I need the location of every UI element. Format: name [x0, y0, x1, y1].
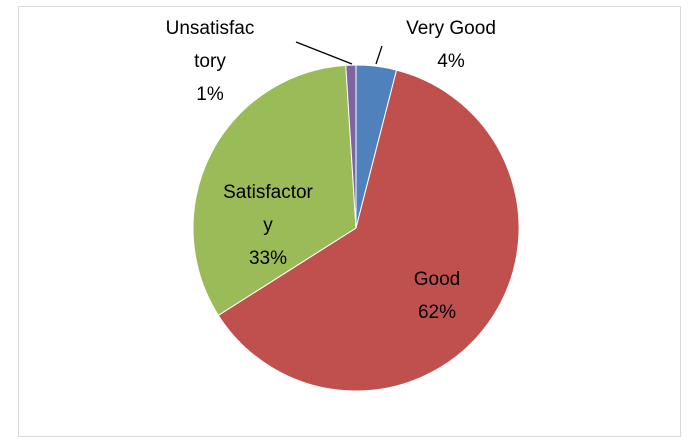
leader-line — [375, 45, 383, 65]
slice-label: Very Good 4% — [406, 18, 496, 72]
slice-category-label: Satisfactor — [223, 182, 313, 203]
slice-category-label: tory — [194, 51, 226, 72]
slice-percent-label: 62% — [418, 302, 456, 323]
slice-labels: Very Good 4% Good 62% Satisfactor y 33% Unsatis… — [166, 18, 496, 323]
leader-line — [295, 41, 353, 65]
pie-slice-unsatisfactory — [345, 64, 357, 229]
leader-lines — [295, 41, 383, 65]
pie-slice-good — [217, 69, 520, 392]
slice-label: Satisfactor y 33% — [223, 182, 313, 269]
slice-category-label: Good — [414, 269, 460, 290]
pie-slices — [192, 64, 520, 392]
slice-percent-label: 1% — [196, 84, 224, 105]
slice-percent-label: 33% — [249, 248, 287, 269]
pie-slice-satisfactory — [192, 64, 357, 317]
slice-category-label: Unsatisfac — [166, 18, 255, 39]
slice-percent-label: 4% — [437, 51, 465, 72]
slice-category-label: Very Good — [406, 18, 496, 39]
slice-label: Unsatisfac tory 1% — [166, 18, 255, 105]
slice-category-label: y — [263, 215, 273, 236]
slice-label: Good 62% — [414, 269, 460, 323]
